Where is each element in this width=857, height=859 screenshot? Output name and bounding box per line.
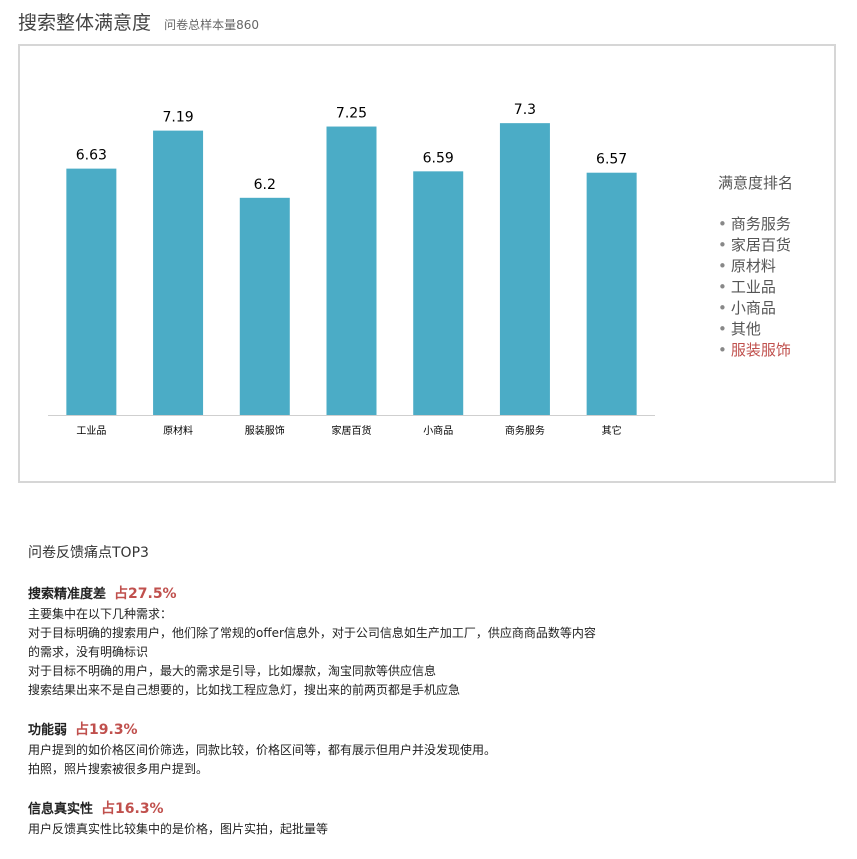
bullet-icon: • [718, 299, 727, 317]
pain-point-text: 拍照，照片搜索被很多用户提到。 [28, 762, 209, 776]
ranking-item: • 其他 [718, 319, 793, 340]
pain-point-name: 搜索精准度差 [28, 587, 107, 602]
pain-point-text: 用户反馈真实性比较集中的是价格，图片实拍，起批量等 [28, 822, 329, 836]
pain-point-name: 信息真实性 [28, 802, 94, 817]
header: 搜索整体满意度 问卷总样本量860 [18, 8, 259, 35]
pain-point-text: 搜索结果出来不是自己想要的，比如找工程应急灯，搜出来的前两页都是手机应急 [28, 683, 461, 697]
pain-point-text: 对于目标不明确的用户，最大的需求是引导，比如爆款，淘宝同款等供应信息 [28, 664, 437, 678]
bullet-icon: • [718, 236, 727, 254]
x-tick-label: 原材料 [163, 424, 193, 437]
bar-value-label: 6.57 [596, 152, 627, 168]
bullet-icon: • [718, 257, 727, 275]
pain-point-percent: 占19.3% [75, 722, 138, 738]
x-tick-label: 家居百货 [332, 424, 372, 437]
feedback-title: 问卷反馈痛点TOP3 [28, 545, 149, 561]
ranking-item: • 原材料 [718, 256, 793, 277]
page-subtitle: 问卷总样本量860 [164, 18, 260, 32]
ranking-item: • 小商品 [718, 298, 793, 319]
bar-2 [239, 197, 290, 415]
bar-value-label: 7.25 [336, 106, 367, 122]
ranking-item-label: 工业品 [730, 278, 776, 296]
ranking-item: • 工业品 [718, 277, 793, 298]
pain-point-precision: 搜索精准度差 占27.5% 主要集中在以下几种需求： 对于目标明确的搜索用户，他们… [28, 584, 848, 700]
bar-value-label: 6.59 [423, 150, 454, 166]
ranking-item-label: 原材料 [730, 257, 776, 275]
page-title: 搜索整体满意度 [18, 12, 152, 34]
ranking-item-label: 家居百货 [730, 236, 791, 254]
bar-3 [326, 126, 377, 416]
pain-point-text: 对于目标明确的搜索用户，他们除了常规的offer信息外，对于公司信息如生产加工厂… [28, 626, 596, 640]
ranking-item: • 商务服务 [718, 214, 793, 235]
ranking-title: 满意度排名 [718, 174, 794, 192]
chart-panel: 6.63 工业品 7.19 原材料 6.2 服装服饰 7.25 家居百货 6.59 小商品 7.3 商… [18, 44, 836, 483]
pain-point-name: 功能弱 [28, 723, 68, 738]
bullet-icon: • [718, 278, 727, 296]
feedback-section: 问卷反馈痛点TOP3 搜索精准度差 占27.5% 主要集中在以下几种需求： 对于目… [28, 542, 848, 859]
x-tick-label: 工业品 [76, 425, 106, 437]
bar-4 [413, 171, 464, 415]
bar-value-label: 6.63 [76, 148, 107, 164]
ranking-item-label: 服装服饰 [730, 341, 791, 359]
bullet-icon: • [718, 341, 727, 359]
bar-value-label: 7.19 [162, 110, 193, 126]
x-tick-label: 商务服务 [505, 424, 545, 437]
ranking-list: • 商务服务 • 家居百货 • 原材料 • 工业品 • 小商品 • 其他 • 服装服饰 [718, 214, 793, 361]
pain-point-authenticity: 信息真实性 占16.3% 用户反馈真实性比较集中的是价格，图片实拍，起批量等 [28, 799, 848, 839]
bar-5 [499, 123, 550, 416]
pain-point-heading: 信息真实性 占16.3% [28, 799, 848, 820]
bar-chart: 6.63 工业品 7.19 原材料 6.2 服装服饰 7.25 家居百货 6.59 小商品 7.3 商… [48, 102, 655, 437]
ranking-item-highlight: • 服装服饰 [718, 340, 793, 361]
bar-1 [153, 130, 204, 415]
pain-point-percent: 占27.5% [114, 586, 177, 602]
pain-point-text: 主要集中在以下几种需求： [28, 607, 173, 621]
x-tick-label: 小商品 [423, 424, 453, 437]
ranking-item-label: 小商品 [730, 299, 776, 317]
ranking-item: • 家居百货 [718, 235, 793, 256]
bullet-icon: • [718, 320, 727, 338]
pain-point-text: 用户提到的如价格区间价筛选，同款比较，价格区间等，都有展示但用户并没发现使用。 [28, 743, 497, 757]
ranking-panel: 满意度排名 • 商务服务 • 家居百货 • 原材料 • 工业品 • 小商品 • 其他 • 服装… [718, 172, 793, 361]
ranking-item-label: 商务服务 [730, 215, 791, 233]
pain-point-text: 的需求，没有明确标识 [28, 645, 149, 659]
bullet-icon: • [718, 215, 727, 233]
bar-0 [66, 168, 117, 415]
bar-6 [586, 172, 637, 415]
ranking-item-label: 其他 [730, 320, 761, 338]
pain-point-features: 功能弱 占19.3% 用户提到的如价格区间价筛选，同款比较，价格区间等，都有展示但… [28, 720, 848, 779]
bar-value-label: 6.2 [254, 177, 276, 193]
pain-point-heading: 搜索精准度差 占27.5% [28, 584, 848, 605]
bar-value-label: 7.3 [514, 102, 536, 118]
x-tick-label: 服装服饰 [245, 424, 285, 437]
x-tick-label: 其它 [602, 424, 622, 437]
pain-point-percent: 占16.3% [101, 801, 164, 817]
pain-point-heading: 功能弱 占19.3% [28, 720, 848, 741]
